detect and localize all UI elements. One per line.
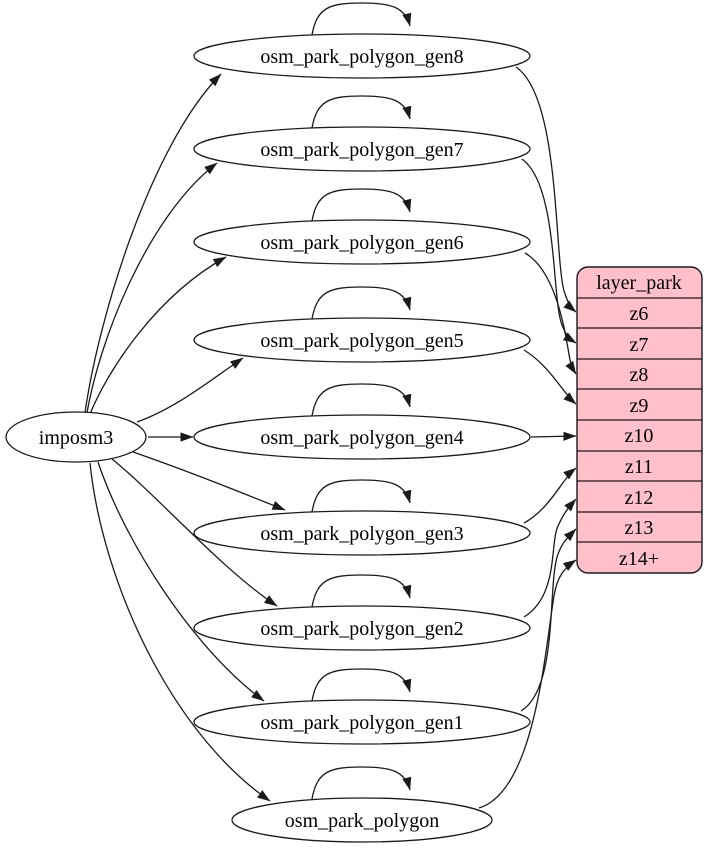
table-row-z6: z6	[630, 303, 649, 325]
table-row-z10: z10	[625, 425, 654, 447]
layer-park-table-title: layer_park	[596, 272, 682, 294]
node-gen2-label: osm_park_polygon_gen2	[260, 618, 463, 640]
node-gen7-label: osm_park_polygon_gen7	[260, 139, 463, 161]
node-osm-park-polygon-gen7: osm_park_polygon_gen7	[193, 126, 531, 172]
edge-gen2-to-z12	[523, 498, 577, 618]
edge-imposm3-to-gen7	[86, 162, 218, 414]
selfloop-gen6	[311, 188, 412, 222]
node-osm-park-polygon-gen2: osm_park_polygon_gen2	[193, 605, 531, 651]
node-polygon-ellipse	[231, 797, 493, 843]
table-row-z7: z7	[630, 334, 649, 356]
node-osm-park-polygon-gen5: osm_park_polygon_gen5	[193, 317, 531, 363]
node-gen6-label: osm_park_polygon_gen6	[260, 232, 463, 254]
table-row-z11: z11	[625, 456, 653, 478]
selfloop-gen4	[311, 383, 412, 417]
edges-self-loops	[311, 2, 412, 800]
node-gen2-ellipse	[193, 605, 531, 651]
table-row-z14: z14+	[619, 548, 659, 570]
selfloop-polygon	[311, 766, 412, 800]
edge-imposm3-to-gen2	[111, 458, 278, 607]
table-row-z9: z9	[630, 395, 649, 417]
node-polygon-label: osm_park_polygon	[285, 810, 439, 832]
edges-tables-to-layer	[478, 66, 577, 809]
edge-imposm3-to-gen3	[132, 451, 286, 511]
node-gen4-label: osm_park_polygon_gen4	[260, 427, 463, 449]
node-osm-park-polygon-gen3: osm_park_polygon_gen3	[193, 510, 531, 556]
node-gen4-ellipse	[193, 414, 531, 460]
node-gen3-ellipse	[193, 510, 531, 556]
node-gen3-label: osm_park_polygon_gen3	[260, 523, 463, 545]
node-gen6-ellipse	[193, 219, 531, 265]
node-imposm3: imposm3	[5, 411, 147, 463]
edge-gen1-to-z13	[520, 528, 577, 712]
table-row-z12: z12	[625, 487, 654, 509]
node-gen5-ellipse	[193, 317, 531, 363]
selfloop-gen1	[311, 668, 412, 702]
edge-gen5-to-z9	[523, 349, 577, 405]
node-osm-park-polygon-gen1: osm_park_polygon_gen1	[193, 699, 531, 745]
node-gen1-label: osm_park_polygon_gen1	[260, 712, 463, 734]
node-gen7-ellipse	[193, 126, 531, 172]
edge-gen4-to-z10	[530, 431, 577, 441]
node-gen8-label: osm_park_polygon_gen8	[260, 46, 463, 68]
edge-imposm3-to-gen5	[136, 357, 244, 423]
node-imposm3-label: imposm3	[39, 427, 113, 449]
table-row-z13: z13	[625, 517, 654, 539]
layer-park-table: layer_park z6 z7 z8 z9 z10 z11 z12 z13 z…	[576, 266, 703, 574]
edge-gen7-to-z7	[521, 158, 577, 344]
node-osm-park-polygon-gen8: osm_park_polygon_gen8	[193, 33, 531, 79]
table-row-z8: z8	[630, 364, 649, 386]
edge-gen8-to-z6	[515, 66, 577, 313]
edges-imposm3-to-tables	[84, 73, 286, 802]
selfloop-gen8	[311, 2, 412, 36]
edge-imposm3-to-polygon	[89, 462, 271, 802]
edge-gen6-to-z8	[524, 252, 577, 375]
selfloop-gen7	[311, 95, 412, 129]
node-osm-park-polygon-gen6: osm_park_polygon_gen6	[193, 219, 531, 265]
node-osm-park-polygon: osm_park_polygon	[231, 797, 493, 843]
edge-imposm3-to-gen8	[84, 73, 222, 414]
edge-gen3-to-z11	[523, 467, 577, 524]
node-gen5-label: osm_park_polygon_gen5	[260, 330, 463, 352]
selfloop-gen5	[311, 286, 412, 320]
node-imposm3-ellipse	[5, 411, 147, 463]
node-gen8-ellipse	[193, 33, 531, 79]
node-osm-park-polygon-gen4: osm_park_polygon_gen4	[193, 414, 531, 460]
edge-imposm3-to-gen1	[97, 461, 265, 702]
edge-polygon-to-z14	[478, 559, 577, 809]
node-gen1-ellipse	[193, 699, 531, 745]
selfloop-gen2	[311, 574, 412, 608]
edge-imposm3-to-gen6	[89, 256, 227, 415]
selfloop-gen3	[311, 479, 412, 513]
